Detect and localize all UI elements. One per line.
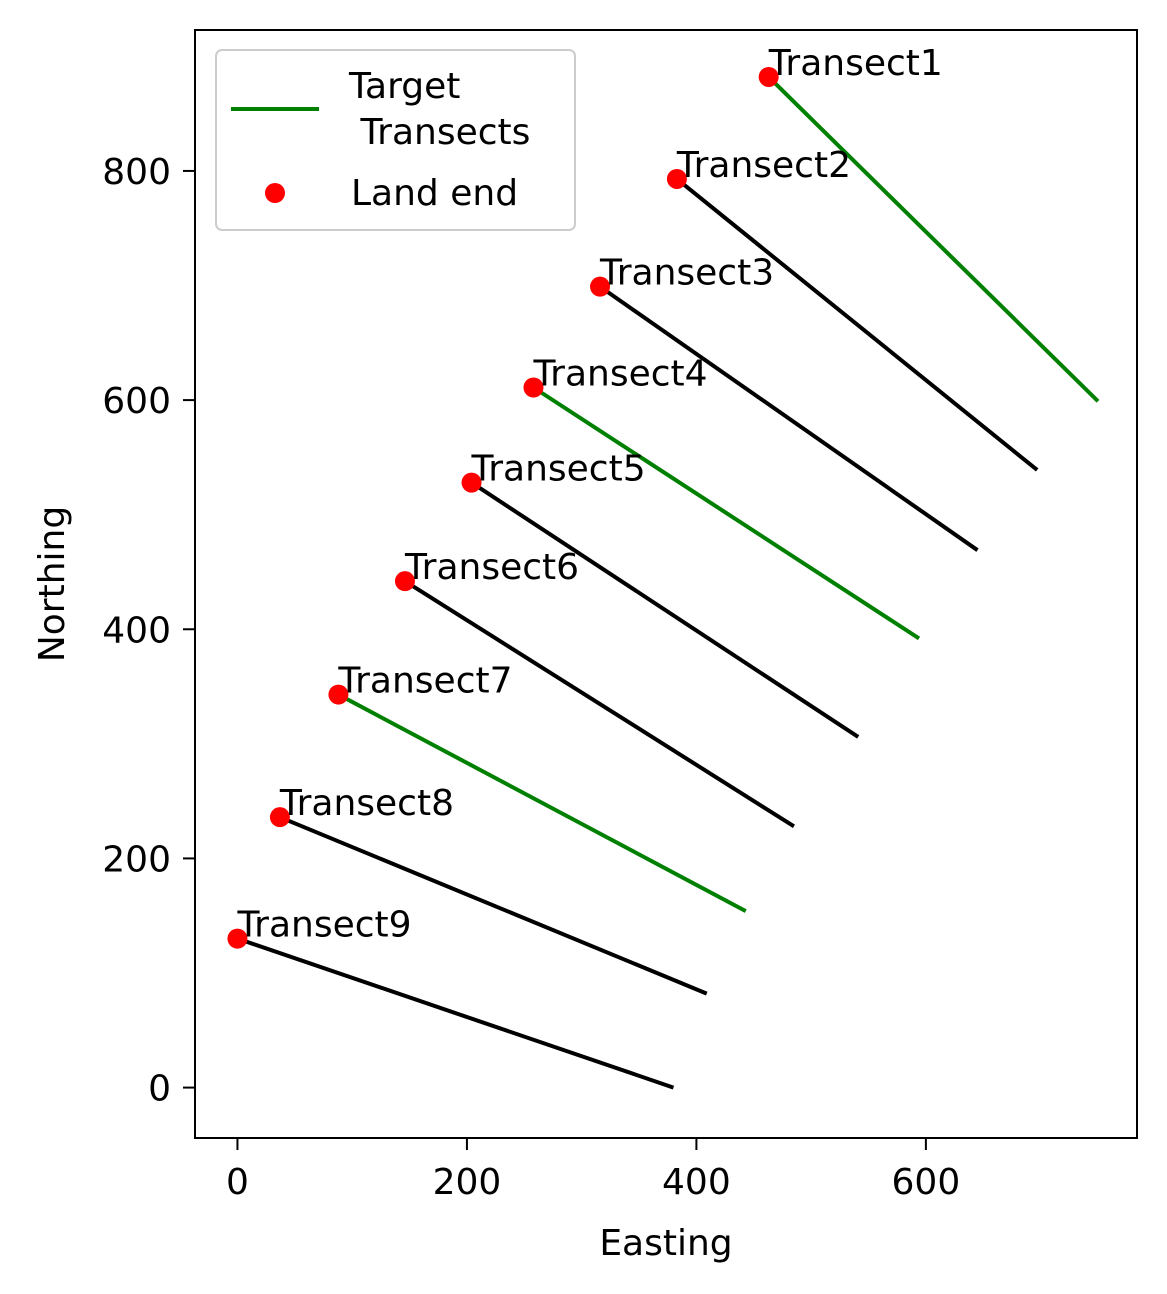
land-end-point-9 [227, 928, 248, 949]
land-end-point-4 [523, 377, 544, 398]
transect-label-2: Transect2 [676, 145, 851, 186]
y-tick-label-200: 200 [102, 839, 171, 880]
legend: Target Transects Land end [215, 49, 576, 231]
transect-label-1: Transect1 [768, 43, 943, 84]
legend-box [215, 49, 576, 231]
transect-label-6: Transect6 [404, 547, 579, 588]
transect-line-9 [236, 936, 675, 1090]
y-tick-label-0: 0 [148, 1069, 171, 1110]
transect-line-4 [532, 385, 921, 641]
transect-label-4: Transect4 [532, 353, 707, 394]
y-tick-label-600: 600 [102, 381, 171, 422]
legend-label-land-end: Land end [351, 173, 518, 214]
land-end-point-2 [666, 168, 687, 189]
transect-line-2 [675, 177, 1039, 472]
land-end-point-8 [269, 807, 290, 828]
legend-label-line-2: Transects [349, 112, 530, 153]
legend-label-target-transects: Target Transects [348, 66, 530, 153]
transect-line-5 [470, 480, 860, 739]
plot-area: Transect1 Transect2 Transect3 Transect4 Tran… [227, 43, 1100, 1090]
legend-marker-swatch [265, 183, 285, 203]
transect-label-3: Transect3 [599, 253, 774, 294]
y-tick-label-400: 400 [102, 610, 171, 651]
y-tick-label-800: 800 [102, 152, 171, 193]
land-end-point-1 [758, 66, 779, 87]
land-end-point-3 [590, 276, 611, 297]
x-tick-label-600: 600 [892, 1162, 961, 1203]
transect-label-8: Transect8 [279, 783, 454, 824]
plot-frame [194, 29, 1138, 1139]
transect-label-7: Transect7 [337, 661, 512, 702]
legend-label-line-1: Target [348, 66, 460, 107]
transect-line-1 [767, 75, 1100, 403]
x-tick-label-200: 200 [433, 1162, 502, 1203]
y-axis-title: Northing [32, 506, 73, 662]
x-tick-label-0: 0 [226, 1162, 249, 1203]
transect-label-5: Transect5 [471, 449, 646, 490]
land-end-point-6 [394, 571, 415, 592]
land-end-point-5 [461, 472, 482, 493]
x-tick-label-400: 400 [662, 1162, 731, 1203]
transect-line-3 [598, 285, 979, 552]
transect-line-8 [279, 815, 708, 996]
transect-label-9: Transect9 [236, 905, 411, 946]
x-axis-title: Easting [599, 1223, 732, 1264]
transect-line-6 [403, 579, 795, 829]
axes: 0 200 400 600 0 200 400 600 800 [102, 152, 960, 1203]
transect-line-7 [337, 692, 747, 913]
land-end-point-7 [328, 684, 349, 705]
